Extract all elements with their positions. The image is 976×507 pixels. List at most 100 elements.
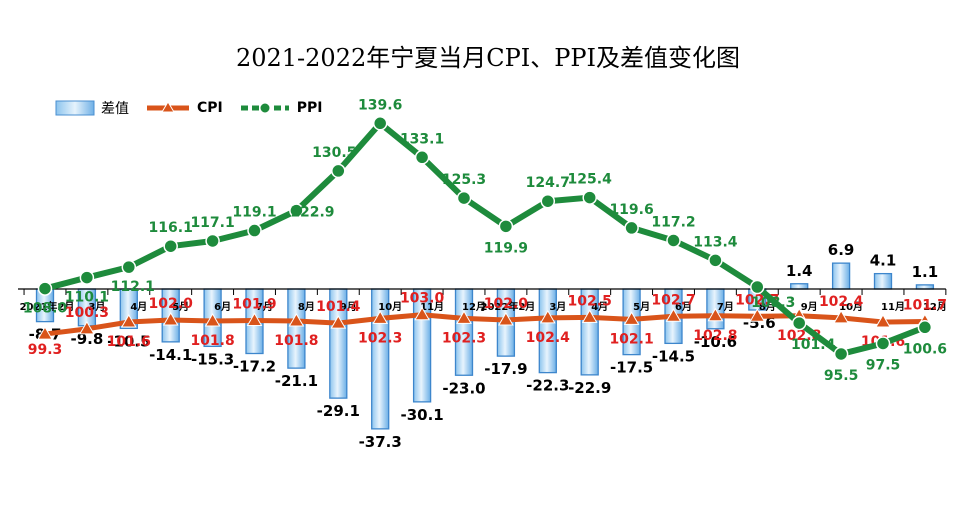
data-label-cpi: 102.7 xyxy=(651,292,695,308)
data-label-cpi: 102.0 xyxy=(484,296,529,312)
data-label-cpi: 99.3 xyxy=(28,342,63,358)
data-label-ppi: 139.6 xyxy=(358,97,402,113)
marker-cpi xyxy=(833,309,849,324)
data-label-diff: -9.8 xyxy=(70,330,103,348)
marker-cpi xyxy=(623,311,640,325)
marker-cpi xyxy=(456,310,472,324)
data-label-cpi: 102.5 xyxy=(568,293,612,309)
x-tick-label: 3月 xyxy=(88,301,105,313)
marker-cpi xyxy=(37,326,53,340)
marker-ppi xyxy=(498,219,514,234)
data-label-ppi: 108.0 xyxy=(23,301,68,317)
marker-cpi xyxy=(665,308,682,322)
legend-item-diff: 差值 xyxy=(55,98,129,118)
marker-cpi xyxy=(414,306,430,321)
x-tick-label: 9月 xyxy=(340,301,357,313)
legend-item-cpi: CPI xyxy=(145,99,223,117)
data-label-diff: -22.9 xyxy=(568,379,611,397)
legend-swatch-ppi xyxy=(240,102,289,114)
data-label-diff: -14.1 xyxy=(149,346,192,364)
data-label-ppi: 116.1 xyxy=(149,220,193,236)
x-tick-label: 6月 xyxy=(214,301,231,313)
data-label-diff: -23.0 xyxy=(442,379,485,397)
marker-cpi xyxy=(330,315,347,329)
data-label-cpi: 101.6 xyxy=(107,334,151,350)
legend-item-ppi: PPI xyxy=(239,99,322,117)
data-label-ppi: 100.6 xyxy=(903,341,947,357)
legend-label-diff: 差值 xyxy=(101,101,129,117)
marker-ppi xyxy=(414,150,430,165)
data-label-ppi: 117.1 xyxy=(190,215,234,231)
marker-cpi xyxy=(707,307,724,322)
legend-swatch-diff xyxy=(55,100,95,116)
data-label-cpi: 102.3 xyxy=(358,330,402,346)
data-label-diff: -15.3 xyxy=(191,350,234,368)
x-tick-label: 11月 xyxy=(420,301,444,313)
x-tick-label: 3月 xyxy=(549,301,566,313)
data-label-diff: 1.4 xyxy=(786,262,813,280)
data-label-ppi: 110.1 xyxy=(65,290,109,306)
marker-ppi xyxy=(833,346,849,362)
legend-label-cpi: CPI xyxy=(197,100,223,116)
x-tick-label: 8月 xyxy=(298,301,315,313)
marker-cpi xyxy=(372,310,389,324)
x-tick-label: 11月 xyxy=(881,301,905,313)
data-label-cpi: 102.4 xyxy=(526,330,571,346)
data-label-diff: -21.1 xyxy=(275,372,318,390)
x-tick-label: 9月 xyxy=(801,301,818,313)
marker-cpi xyxy=(288,313,305,327)
data-label-ppi: 124.7 xyxy=(526,175,570,191)
data-label-cpi: 102.4 xyxy=(819,294,864,310)
data-label-diff: -14.5 xyxy=(652,347,695,365)
bar-diff xyxy=(287,288,306,369)
data-label-diff: -29.1 xyxy=(317,402,360,420)
marker-ppi xyxy=(37,281,53,296)
data-label-diff: -37.3 xyxy=(359,433,402,451)
x-tick-label: 6月 xyxy=(675,301,692,313)
marker-ppi xyxy=(372,116,388,131)
data-label-ppi: 125.3 xyxy=(442,172,486,188)
marker-ppi xyxy=(875,336,891,351)
data-label-ppi: 101.4 xyxy=(791,337,836,353)
marker-cpi xyxy=(162,311,179,326)
data-label-diff: -22.3 xyxy=(526,377,569,395)
marker-ppi xyxy=(791,315,807,331)
data-label-ppi: 119.1 xyxy=(232,205,276,221)
x-tick-label: 7月 xyxy=(717,301,734,313)
data-label-cpi: 102.3 xyxy=(442,330,486,346)
data-label-ppi: 133.1 xyxy=(400,131,444,147)
data-label-diff: -17.5 xyxy=(610,359,653,377)
data-label-ppi: 130.5 xyxy=(312,145,356,161)
marker-cpi xyxy=(204,313,221,327)
marker-cpi xyxy=(79,320,95,335)
data-label-diff: 1.1 xyxy=(912,263,939,281)
marker-ppi xyxy=(205,233,220,249)
data-label-ppi: 119.9 xyxy=(484,240,528,256)
x-tick-label: 8月 xyxy=(759,301,776,313)
x-tick-label: 10月 xyxy=(839,301,863,313)
data-label-ppi: 125.4 xyxy=(568,172,613,188)
data-label-ppi: 119.6 xyxy=(609,202,653,218)
x-tick-label: 7月 xyxy=(256,301,273,313)
data-label-cpi: 101.7 xyxy=(903,298,947,314)
data-label-cpi: 100.3 xyxy=(65,305,109,321)
data-label-ppi: 112.1 xyxy=(111,279,155,295)
data-label-cpi: 101.9 xyxy=(232,296,276,312)
data-label-diff: -17.2 xyxy=(233,358,276,376)
data-label-diff: -10.5 xyxy=(107,332,150,350)
marker-ppi xyxy=(456,190,472,206)
data-label-ppi: 113.4 xyxy=(693,234,738,250)
data-label-diff: -30.1 xyxy=(400,406,443,424)
bar-diff xyxy=(873,272,893,290)
data-label-ppi: 122.9 xyxy=(290,205,334,221)
marker-cpi xyxy=(246,312,263,326)
x-tick-label: 12月 xyxy=(923,301,947,313)
chart-title: 2021-2022年宁夏当月CPI、PPI及差值变化图 xyxy=(235,44,741,72)
marker-ppi xyxy=(79,270,95,285)
data-label-diff: 6.9 xyxy=(828,241,855,259)
marker-ppi xyxy=(917,320,933,335)
x-tick-label: 5月 xyxy=(172,301,189,313)
data-label-ppi: 95.5 xyxy=(824,368,859,384)
